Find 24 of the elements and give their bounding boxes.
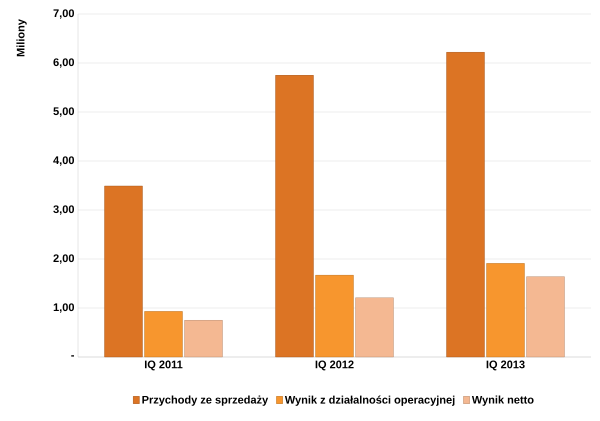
bar xyxy=(355,298,394,358)
legend-label: Wynik netto xyxy=(472,396,534,406)
y-tick-label: 1,00 xyxy=(54,303,74,313)
x-tick-label: IQ 2012 xyxy=(316,360,354,370)
y-tick-label: 6,00 xyxy=(53,58,74,68)
y-tick-label: 5,00 xyxy=(53,107,74,117)
bar xyxy=(184,320,223,358)
bar xyxy=(275,75,314,358)
x-tick-label: IQ 2013 xyxy=(486,360,525,370)
bar xyxy=(315,274,354,358)
y-tick-label: - xyxy=(71,355,74,357)
y-tick-label: 3,00 xyxy=(53,205,74,215)
y-tick-label: 4,00 xyxy=(53,156,74,166)
y-tick-label: 2,00 xyxy=(53,254,74,264)
y-tick-label: 7,00 xyxy=(54,9,74,19)
bar xyxy=(144,311,183,358)
legend-label: Wynik z działalności operacyjnej xyxy=(284,396,454,406)
legend-label: Przychody ze sprzedaży xyxy=(142,396,268,406)
bar xyxy=(486,263,525,358)
y-axis-title: Miliony xyxy=(16,19,27,56)
x-tick-label: IQ 2011 xyxy=(144,360,182,370)
bar xyxy=(526,276,565,358)
bar xyxy=(104,186,143,358)
bar xyxy=(446,52,485,358)
